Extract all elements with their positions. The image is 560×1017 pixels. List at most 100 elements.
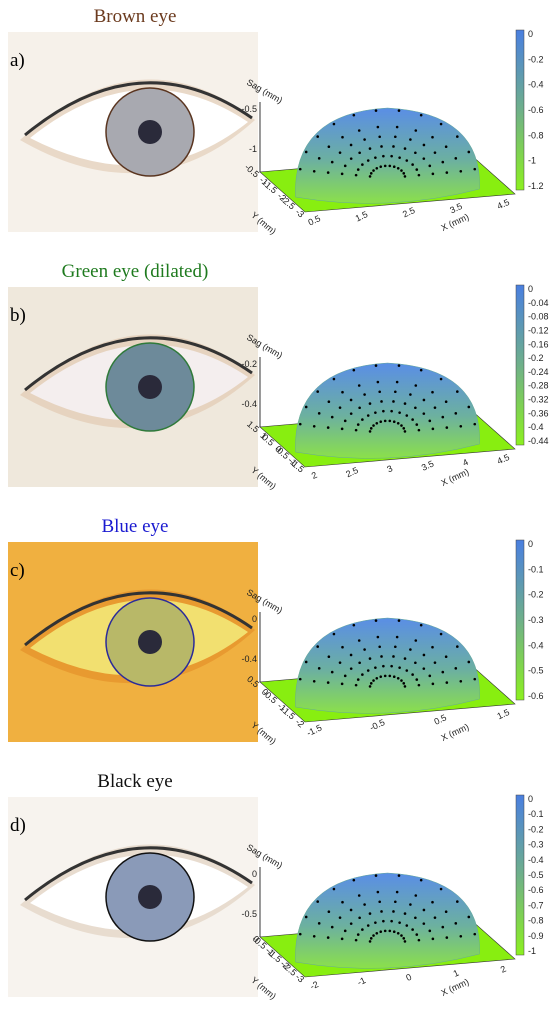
panel-label: c) (10, 560, 25, 581)
x-tick-label: -0.5 (368, 717, 386, 733)
sample-point (459, 679, 463, 683)
sample-point (317, 157, 321, 160)
colorbar-tick-label: -0.1 (528, 564, 544, 574)
sample-point (428, 164, 432, 168)
sample-point (397, 109, 401, 112)
sample-points (298, 619, 477, 688)
colorbar-tick-label: -0.1 (528, 809, 544, 819)
sample-point (363, 393, 366, 396)
colorbar-tick-label: -0.2 (528, 824, 544, 834)
sample-point (332, 122, 336, 126)
sample-point (456, 900, 459, 903)
sample-point (368, 402, 372, 405)
pupil (138, 375, 162, 399)
sample-point (414, 406, 417, 410)
sample-point (439, 887, 443, 891)
pupil (138, 885, 162, 909)
sample-point (390, 919, 393, 923)
sample-point (395, 125, 399, 129)
colorbar-tick-label: -0.6 (528, 691, 544, 701)
sample-point (298, 677, 302, 681)
sample-point (467, 405, 471, 409)
sample-point (403, 430, 407, 433)
sample-point (433, 406, 437, 409)
sample-point (431, 172, 435, 176)
sample-point (431, 645, 434, 649)
colorbar-tick-label: -0.7 (528, 900, 544, 910)
sample-point (375, 931, 379, 935)
sample-point (376, 890, 380, 894)
panel-title: Black eye (97, 771, 172, 792)
colorbar-tick-label: -0.8 (528, 916, 544, 926)
sample-point (398, 156, 401, 159)
sample-point (356, 168, 360, 171)
sample-point (330, 415, 334, 419)
sample-point (402, 937, 406, 940)
sample-point (388, 419, 392, 423)
sample-point (298, 422, 302, 426)
sample-point (332, 632, 336, 636)
sample-point (411, 418, 414, 421)
sample-point (396, 166, 400, 170)
sag-tick-label: -1 (249, 144, 257, 154)
x-tick-label: -2 (308, 979, 319, 991)
sample-point (473, 167, 477, 171)
x-tick-label: 4 (461, 457, 470, 468)
sample-point (405, 414, 409, 417)
sample-point (316, 135, 319, 138)
sample-point (431, 900, 434, 904)
sample-point (382, 919, 385, 923)
sample-point (405, 159, 409, 162)
sample-point (361, 163, 364, 166)
sample-point (400, 424, 403, 427)
sample-point (473, 932, 477, 936)
sample-point (397, 619, 401, 622)
sample-point (338, 406, 342, 409)
sample-point (338, 916, 342, 919)
sample-point (417, 428, 421, 432)
panel-title: Brown eye (94, 6, 177, 27)
sample-point (366, 414, 370, 417)
x-tick-label: 2 (310, 470, 319, 481)
sample-point (415, 678, 419, 681)
sample-point (374, 921, 377, 924)
sample-points (298, 364, 477, 433)
sample-point (368, 147, 372, 150)
colorbar-tick-label: -0.2 (528, 590, 544, 600)
sample-point (349, 908, 353, 912)
sample-point (378, 390, 381, 394)
sample-point (382, 154, 385, 158)
x-tick-label: 1 (452, 968, 461, 979)
sample-point (414, 894, 418, 897)
sample-point (374, 666, 377, 669)
sample-point (354, 173, 358, 177)
sample-point (369, 172, 373, 175)
panel-label: d) (10, 815, 26, 836)
sample-point (366, 159, 370, 162)
sample-point (405, 669, 409, 672)
eye-photo (8, 797, 258, 997)
sample-point (454, 667, 458, 670)
sample-point (428, 929, 432, 933)
x-tick-label: 2.5 (344, 465, 360, 479)
colorbar-tick-label: 0 (528, 29, 533, 39)
sample-point (395, 635, 399, 639)
sample-point (444, 910, 448, 914)
sample-point (403, 912, 407, 915)
sample-point (473, 422, 477, 426)
sample-point (439, 377, 443, 381)
sample-point (368, 940, 372, 943)
sample-point (343, 164, 347, 168)
colorbar (515, 284, 525, 446)
sample-point (409, 648, 412, 651)
sample-point (431, 682, 435, 686)
sample-point (459, 424, 463, 428)
sample-point (417, 938, 421, 942)
sample-point (356, 933, 360, 936)
sample-point (383, 929, 387, 933)
sample-point (409, 138, 412, 141)
sample-point (415, 423, 419, 426)
sample-point (400, 169, 403, 172)
sample-point (349, 398, 353, 402)
sample-point (382, 409, 385, 413)
